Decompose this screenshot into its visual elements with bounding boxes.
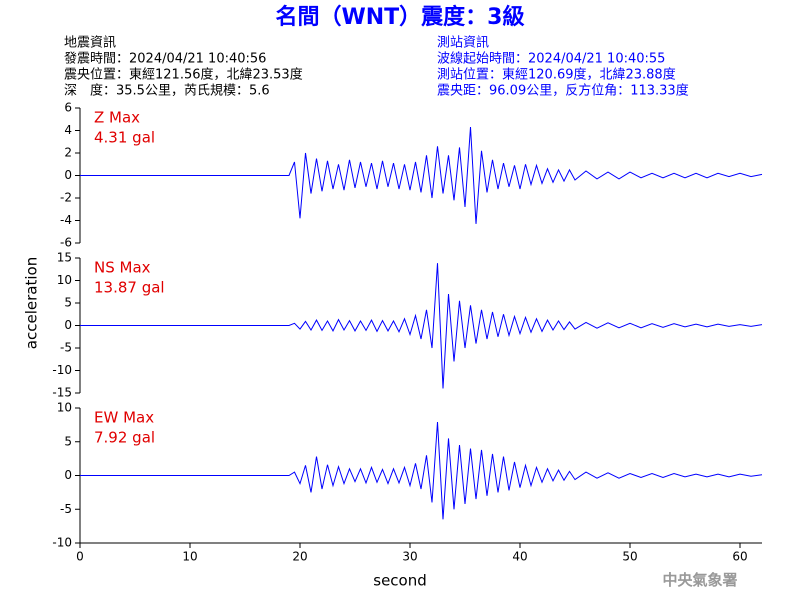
info-line: 發震時間：2024/04/21 10:40:56: [64, 52, 266, 67]
info-line: 震央距：96.09公里，反方位角：113.33度: [437, 83, 689, 99]
x-tick-label: 40: [512, 550, 527, 564]
x-tick-label: 50: [622, 550, 637, 564]
x-tick-label: 20: [292, 550, 307, 564]
y-tick-label: 5: [64, 296, 72, 310]
y-tick-label: 10: [57, 401, 72, 415]
annotation: 4.31 gal: [94, 129, 155, 147]
info-line: 波線起始時間：2024/04/21 10:40:55: [437, 51, 665, 67]
chart-title: 名間（WNT）震度：3級: [276, 4, 525, 30]
y-tick-label: 0: [64, 168, 72, 182]
annotation: Z Max: [94, 109, 140, 127]
y-tick-label: 2: [64, 146, 72, 160]
y-tick-label: -4: [60, 213, 72, 227]
y-axis-label: acceleration: [23, 257, 41, 349]
x-tick-label: 0: [76, 550, 84, 564]
info-line: 測站位置：東經120.69度，北緯23.88度: [437, 67, 676, 83]
y-tick-label: 5: [64, 434, 72, 448]
y-tick-label: 0: [64, 318, 72, 332]
annotation: NS Max: [94, 259, 151, 277]
y-tick-label: -2: [60, 191, 72, 205]
y-tick-label: -6: [60, 236, 72, 250]
y-tick-label: -5: [60, 502, 72, 516]
info-line: 測站資訊: [437, 36, 489, 51]
y-tick-label: 15: [57, 251, 72, 265]
x-tick-label: 30: [402, 550, 417, 564]
y-tick-label: 10: [57, 273, 72, 287]
y-tick-label: -10: [52, 363, 72, 377]
y-tick-label: 0: [64, 468, 72, 482]
y-tick-label: -15: [52, 386, 72, 400]
y-tick-label: 6: [64, 101, 72, 115]
x-tick-label: 10: [182, 550, 197, 564]
trace: [80, 263, 763, 389]
x-tick-label: 60: [732, 550, 747, 564]
annotation: 7.92 gal: [94, 429, 155, 447]
annotation: EW Max: [94, 409, 154, 427]
y-tick-label: -5: [60, 341, 72, 355]
info-line: 深 度：35.5公里，芮氏規模：5.6: [64, 83, 270, 99]
trace: [80, 126, 763, 224]
trace: [80, 421, 763, 520]
y-tick-label: 4: [64, 123, 72, 137]
footer: 中央氣象署: [662, 571, 737, 589]
y-tick-label: -10: [52, 536, 72, 550]
info-line: 震央位置：東經121.56度，北緯23.53度: [64, 67, 303, 83]
annotation: 13.87 gal: [94, 279, 165, 297]
info-line: 地震資訊: [64, 36, 116, 51]
x-axis-label: second: [373, 572, 427, 590]
